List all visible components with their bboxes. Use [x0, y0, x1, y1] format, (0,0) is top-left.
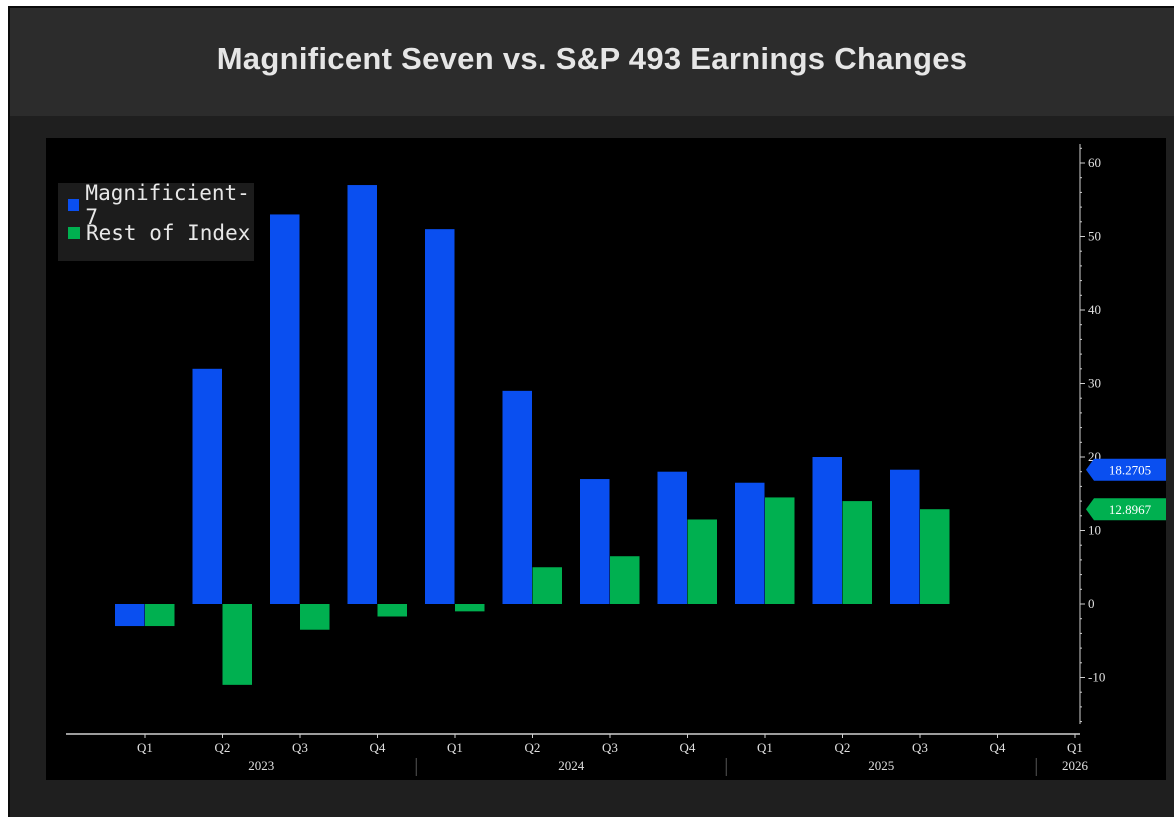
bar-mag7-8: [735, 482, 765, 604]
x-tick-label: Q4: [990, 740, 1006, 755]
y-tick-label: -10: [1088, 670, 1105, 685]
title-bar: Magnificent Seven vs. S&P 493 Earnings C…: [10, 8, 1174, 116]
bar-mag7-1: [192, 368, 222, 604]
x-tick-label: Q1: [1067, 740, 1083, 755]
y-tick-label: 0: [1088, 596, 1095, 611]
bar-mag7-0: [115, 604, 145, 627]
x-tick-label: Q3: [602, 740, 618, 755]
bar-rest-1: [222, 604, 252, 685]
bar-mag7-7: [657, 471, 687, 604]
x-tick-label: Q3: [292, 740, 308, 755]
chart-title: Magnificent Seven vs. S&P 493 Earnings C…: [216, 41, 968, 76]
bar-rest-7: [687, 519, 717, 604]
x-tick-label: Q1: [137, 740, 153, 755]
bar-rest-3: [377, 604, 407, 617]
x-tick-label: Q1: [757, 740, 773, 755]
last-value-badge-rest: [1086, 498, 1166, 521]
bar-rest-2: [300, 604, 330, 630]
bar-rest-0: [145, 604, 175, 627]
x-year-label: 2023: [248, 758, 274, 773]
x-tick-label: Q3: [912, 740, 928, 755]
legend-label-rest: Rest of Index: [86, 221, 251, 245]
last-value-label-mag7: 18.2705: [1109, 463, 1151, 478]
bar-rest-8: [765, 497, 795, 604]
bar-rest-5: [532, 567, 562, 604]
legend-swatch-mag7: [68, 199, 80, 211]
bar-rest-9: [842, 501, 872, 604]
bar-mag7-3: [347, 185, 377, 605]
bar-mag7-9: [812, 457, 842, 604]
bar-mag7-10: [890, 469, 920, 604]
bar-mag7-5: [502, 390, 532, 604]
x-year-label: 2025: [868, 758, 894, 773]
last-value-label-rest: 12.8967: [1109, 502, 1152, 517]
legend-item-rest: Rest of Index: [68, 219, 254, 247]
bar-rest-6: [610, 556, 640, 604]
x-tick-label: Q4: [680, 740, 696, 755]
y-tick-label: 40: [1088, 302, 1101, 317]
x-tick-label: Q2: [835, 740, 851, 755]
x-tick-label: Q2: [215, 740, 231, 755]
legend: Magnificient-7 Rest of Index: [58, 181, 254, 261]
x-tick-label: Q1: [447, 740, 463, 755]
y-tick-label: 30: [1088, 376, 1101, 391]
x-tick-label: Q4: [370, 740, 386, 755]
y-tick-label: 60: [1088, 155, 1101, 170]
plot-area: 60 50 40 30 20 10 0 -10 Q1 Q2 Q3 Q4 Q1 Q2 Q3 Q4 Q1 Q2 Q3 Q4…: [46, 138, 1166, 780]
legend-label-mag7: Magnificient-7: [85, 181, 250, 229]
chart-window: Magnificent Seven vs. S&P 493 Earnings C…: [8, 6, 1174, 817]
y-tick-label: 10: [1088, 523, 1101, 538]
x-year-label: 2024: [558, 758, 585, 773]
last-value-badge-mag7: [1086, 458, 1166, 481]
legend-swatch-rest: [68, 227, 80, 239]
y-tick-label: 50: [1088, 229, 1101, 244]
legend-item-mag7: Magnificient-7: [68, 181, 254, 229]
bar-rest-4: [455, 604, 485, 612]
bar-mag7-2: [270, 214, 300, 604]
bar-rest-10: [920, 509, 950, 604]
x-tick-label: Q2: [525, 740, 541, 755]
bar-mag7-4: [425, 229, 455, 604]
bar-mag7-6: [580, 479, 610, 604]
x-year-label: 2026: [1062, 758, 1089, 773]
